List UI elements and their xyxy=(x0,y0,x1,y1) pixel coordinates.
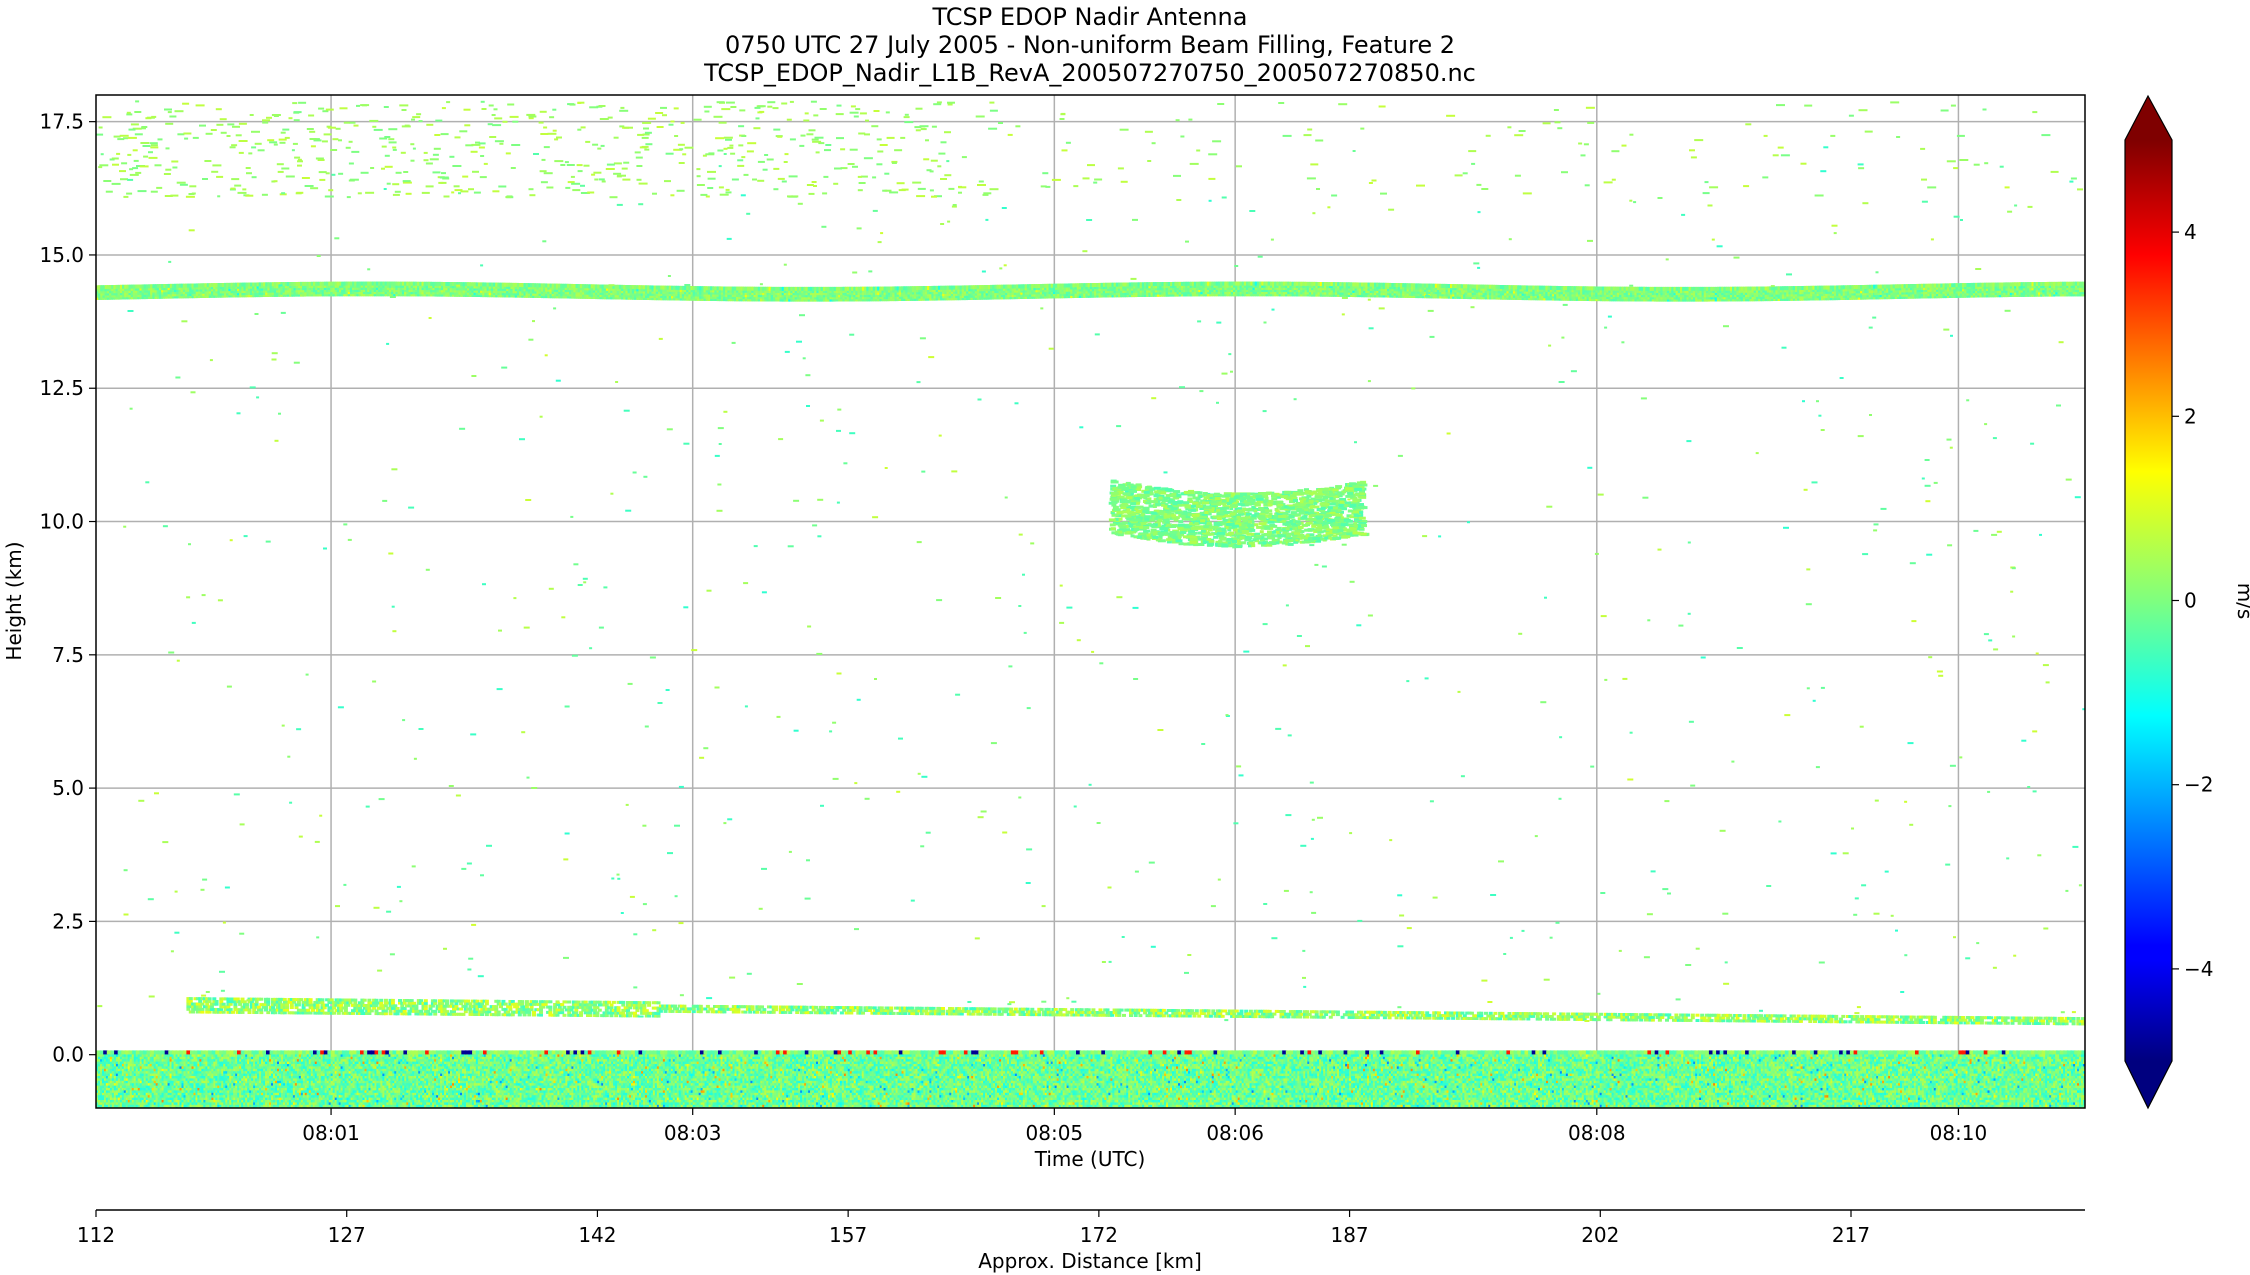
title-line-3: TCSP_EDOP_Nadir_L1B_RevA_200507270750_20… xyxy=(703,59,1476,87)
radar-echoes xyxy=(96,100,2090,1112)
grid-lines xyxy=(96,95,2085,1108)
title-line-1: TCSP EDOP Nadir Antenna xyxy=(932,3,1248,31)
title-line-2: 0750 UTC 27 July 2005 - Non-uniform Beam… xyxy=(725,31,1455,59)
chart-title: TCSP EDOP Nadir Antenna 0750 UTC 27 July… xyxy=(703,3,1476,87)
